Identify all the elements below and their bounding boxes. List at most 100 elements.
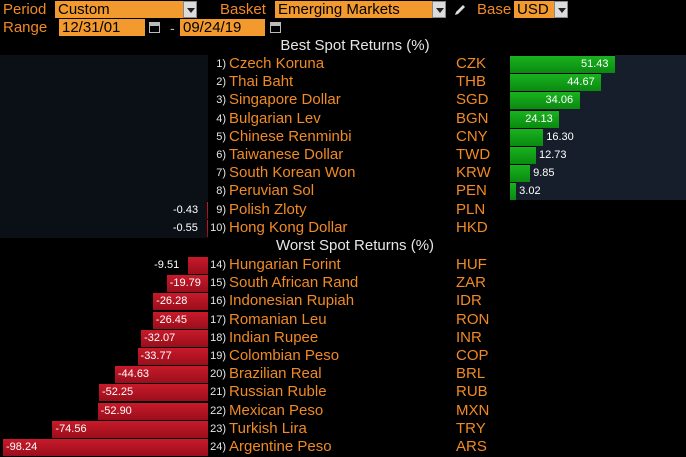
currency-code[interactable]: HUF bbox=[456, 256, 487, 273]
currency-name[interactable]: Colombian Peso bbox=[229, 347, 340, 364]
currency-code[interactable]: RON bbox=[456, 310, 490, 328]
currency-name[interactable]: Indian Rupee bbox=[229, 328, 319, 346]
currency-name[interactable]: Brazilian Real bbox=[229, 365, 322, 383]
currency-name[interactable]: Indonesian Rupiah bbox=[229, 292, 355, 310]
range-start-calendar-icon[interactable] bbox=[149, 22, 160, 33]
currency-name[interactable]: South African Rand bbox=[229, 274, 359, 292]
negative-return-bar bbox=[152, 310, 208, 329]
currency-row[interactable]: 1) Czech Koruna CZK 51.43 bbox=[0, 55, 686, 73]
currency-name[interactable]: Hungarian Forint bbox=[229, 256, 341, 273]
row-rank: 23) bbox=[210, 422, 226, 435]
currency-row[interactable]: 6) Taiwanese Dollar TWD 12.73 bbox=[0, 146, 686, 164]
currency-row[interactable]: 17) Romanian Leu RON -26.45 bbox=[0, 310, 686, 329]
currency-row[interactable]: 20) Brazilian Real BRL -44.63 bbox=[0, 365, 686, 384]
range-start-input[interactable]: 12/31/01 bbox=[59, 19, 145, 36]
basket-label: Basket bbox=[220, 1, 266, 18]
currency-code[interactable]: RUB bbox=[456, 383, 488, 401]
currency-row[interactable]: 23) Turkish Lira TRY -74.56 bbox=[0, 419, 686, 438]
currency-code[interactable]: TWD bbox=[456, 146, 491, 163]
return-value-label: 16.30 bbox=[546, 130, 574, 143]
row-rank: 1) bbox=[216, 58, 226, 70]
row-rank: 14) bbox=[210, 259, 226, 271]
base-select[interactable]: USD bbox=[514, 1, 554, 18]
row-rank: 3) bbox=[216, 94, 226, 107]
currency-row[interactable]: 9) Polish Zloty PLN -0.43 bbox=[0, 200, 686, 219]
currency-code[interactable]: ZAR bbox=[456, 274, 486, 292]
return-value-label: -74.56 bbox=[55, 422, 87, 435]
row-rank: 18) bbox=[210, 331, 226, 344]
return-value-label: -19.79 bbox=[169, 277, 201, 290]
currency-row[interactable]: 18) Indian Rupee INR -32.07 bbox=[0, 328, 686, 347]
currency-row[interactable]: 4) Bulgarian Lev BGN 24.13 bbox=[0, 109, 686, 128]
return-value-label: -52.90 bbox=[100, 404, 132, 417]
row-rank: 10) bbox=[210, 221, 226, 234]
currency-row[interactable]: 22) Mexican Peso MXN -52.90 bbox=[0, 401, 686, 420]
row-rank: 19) bbox=[210, 350, 226, 362]
currency-code[interactable]: PEN bbox=[456, 182, 487, 200]
currency-name[interactable]: Polish Zloty bbox=[229, 200, 307, 218]
currency-name[interactable]: Hong Kong Dollar bbox=[229, 218, 348, 236]
currency-code[interactable]: CNY bbox=[456, 127, 488, 145]
currency-name[interactable]: Peruvian Sol bbox=[229, 182, 315, 200]
currency-code[interactable]: ARS bbox=[456, 438, 487, 455]
range-end-input[interactable]: 09/24/19 bbox=[180, 19, 265, 36]
return-value-label: 12.73 bbox=[538, 149, 567, 161]
currency-row[interactable]: 14) Hungarian Forint HUF -9.51 bbox=[0, 256, 686, 274]
currency-code[interactable]: INR bbox=[456, 328, 482, 346]
currency-row[interactable]: 16) Indonesian Rupiah IDR -26.28 bbox=[0, 292, 686, 311]
negative-return-bar bbox=[166, 274, 208, 293]
period-dropdown-icon[interactable] bbox=[183, 1, 197, 18]
currency-code[interactable]: KRW bbox=[456, 164, 491, 182]
return-value-label: -9.51 bbox=[154, 259, 180, 271]
currency-name[interactable]: Turkish Lira bbox=[229, 419, 307, 437]
currency-row[interactable]: 7) South Korean Won KRW 9.85 bbox=[0, 164, 686, 183]
currency-name[interactable]: Chinese Renminbi bbox=[229, 127, 352, 145]
currency-row[interactable]: 5) Chinese Renminbi CNY 16.30 bbox=[0, 127, 686, 146]
currency-name[interactable]: Bulgarian Lev bbox=[229, 109, 321, 127]
row-rank: 24) bbox=[210, 441, 226, 453]
toolbar-row-2: Range 12/31/01 - 09/24/19 bbox=[0, 19, 686, 37]
currency-code[interactable]: THB bbox=[456, 73, 486, 91]
currency-name[interactable]: Argentine Peso bbox=[229, 438, 332, 455]
pencil-icon[interactable] bbox=[453, 3, 467, 17]
base-dropdown-icon[interactable] bbox=[554, 1, 568, 18]
currency-code[interactable]: PLN bbox=[456, 200, 486, 218]
currency-row[interactable]: 3) Singapore Dollar SGD 34.06 bbox=[0, 91, 686, 110]
currency-code[interactable]: CZK bbox=[456, 55, 486, 72]
currency-code[interactable]: MXN bbox=[456, 401, 490, 419]
currency-code[interactable]: BGN bbox=[456, 109, 489, 127]
row-rank: 6) bbox=[216, 149, 226, 161]
currency-name[interactable]: Thai Baht bbox=[229, 73, 294, 91]
currency-code[interactable]: HKD bbox=[456, 218, 488, 236]
worst-returns-title: Worst Spot Returns (%) bbox=[275, 237, 435, 254]
negative-return-bar bbox=[153, 292, 208, 311]
currency-row[interactable]: 21) Russian Ruble RUB -52.25 bbox=[0, 383, 686, 402]
return-value-label: -0.55 bbox=[172, 221, 198, 234]
currency-code[interactable]: SGD bbox=[456, 91, 489, 109]
currency-name[interactable]: Singapore Dollar bbox=[229, 91, 341, 109]
currency-row[interactable]: 15) South African Rand ZAR -19.79 bbox=[0, 274, 686, 293]
currency-name[interactable]: South Korean Won bbox=[229, 164, 356, 182]
currency-code[interactable]: TRY bbox=[456, 419, 486, 437]
basket-dropdown-icon[interactable] bbox=[432, 1, 446, 18]
currency-name[interactable]: Taiwanese Dollar bbox=[229, 146, 344, 163]
currency-name[interactable]: Mexican Peso bbox=[229, 401, 324, 419]
positive-return-bar bbox=[510, 91, 580, 110]
row-rank: 8) bbox=[216, 185, 226, 198]
currency-code[interactable]: IDR bbox=[456, 292, 482, 310]
currency-row[interactable]: 19) Colombian Peso COP -33.77 bbox=[0, 347, 686, 365]
range-end-calendar-icon[interactable] bbox=[270, 22, 281, 33]
row-rank: 9) bbox=[216, 203, 226, 216]
currency-name[interactable]: Russian Ruble bbox=[229, 383, 327, 401]
currency-row[interactable]: 10) Hong Kong Dollar HKD -0.55 bbox=[0, 218, 686, 237]
currency-name[interactable]: Romanian Leu bbox=[229, 310, 327, 328]
period-select[interactable]: Custom bbox=[55, 1, 183, 18]
currency-name[interactable]: Czech Koruna bbox=[229, 55, 325, 72]
currency-row[interactable]: 2) Thai Baht THB 44.67 bbox=[0, 73, 686, 92]
row-rank: 7) bbox=[216, 167, 226, 180]
currency-row[interactable]: 8) Peruvian Sol PEN 3.02 bbox=[0, 182, 686, 201]
currency-row[interactable]: 24) Argentine Peso ARS -98.24 bbox=[0, 438, 686, 456]
basket-select[interactable]: Emerging Markets bbox=[275, 1, 432, 18]
currency-code[interactable]: BRL bbox=[456, 365, 486, 383]
currency-code[interactable]: COP bbox=[456, 347, 489, 364]
